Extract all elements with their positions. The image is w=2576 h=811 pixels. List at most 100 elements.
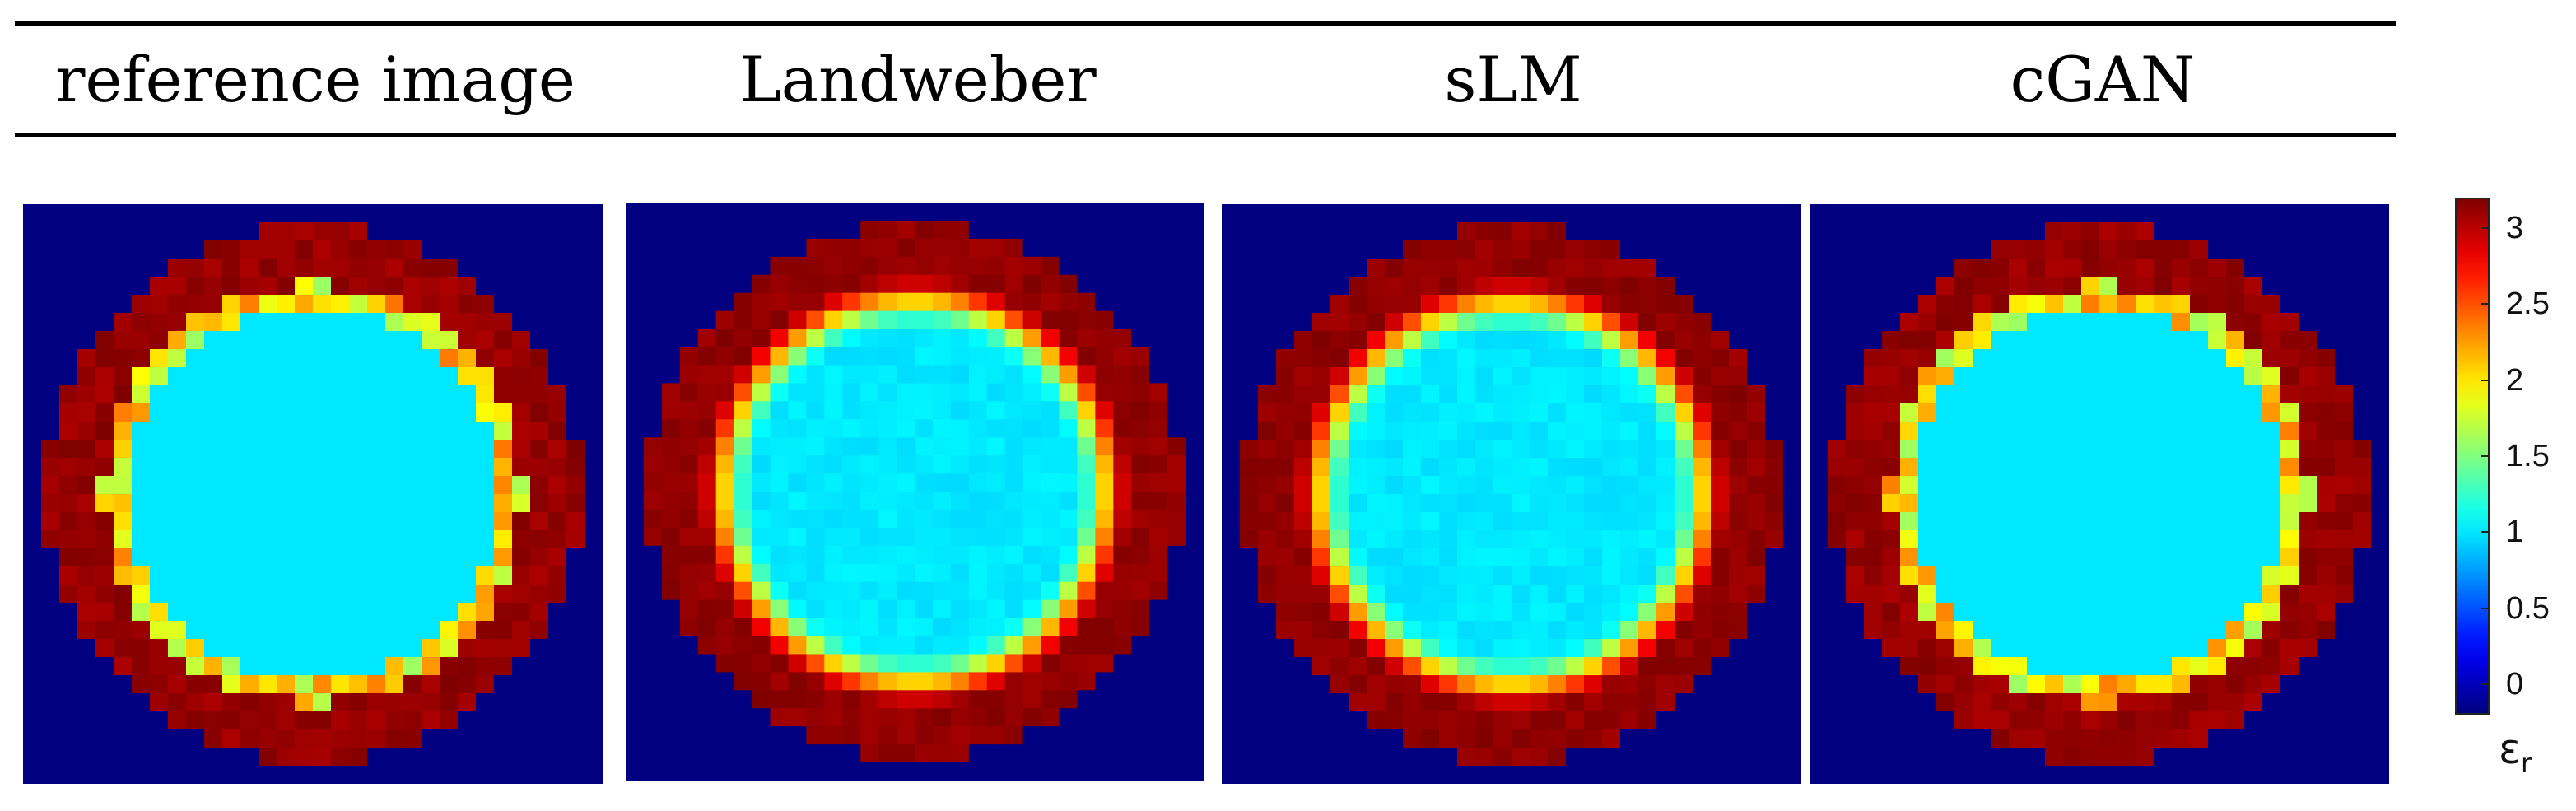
pixel-cell (2335, 657, 2354, 676)
pixel-cell (77, 657, 96, 676)
pixel-cell (1457, 603, 1476, 622)
pixel-cell (1493, 657, 1512, 676)
pixel-cell (458, 313, 477, 332)
pixel-cell (1167, 636, 1186, 655)
pixel-cell (1693, 711, 1712, 730)
pixel-cell (41, 349, 60, 368)
pixel-cell (824, 437, 843, 456)
pixel-cell (2353, 639, 2372, 658)
pixel-cell (1584, 440, 1603, 459)
pixel-cell (23, 621, 42, 640)
pixel-cell (1638, 766, 1657, 784)
pixel-cell (530, 729, 549, 748)
pixel-cell (1729, 729, 1748, 748)
pixel-cell (1385, 295, 1404, 314)
pixel-cell (1711, 530, 1730, 549)
pixel-cell (1041, 636, 1060, 655)
pixel-cell (1095, 599, 1114, 619)
pixel-cell (1113, 437, 1132, 456)
pixel-cell (204, 693, 223, 712)
pixel-cell (2208, 349, 2227, 368)
pixel-cell (1367, 403, 1386, 422)
pixel-cell (1276, 367, 1295, 386)
pixel-cell (1620, 476, 1639, 495)
pixel-cell (150, 748, 169, 767)
pixel-cell (277, 675, 296, 694)
pixel-cell (1222, 639, 1241, 658)
pixel-cell (168, 440, 187, 459)
pixel-cell (2353, 385, 2372, 404)
pixel-cell (806, 527, 825, 547)
pixel-cell (968, 437, 988, 456)
pixel-cell (585, 422, 603, 440)
pixel-cell (1312, 476, 1331, 495)
pixel-cell (240, 711, 259, 730)
pixel-cell (132, 222, 151, 241)
pixel-cell (1240, 259, 1259, 277)
pixel-cell (968, 581, 988, 601)
pixel-cell (331, 440, 350, 459)
pixel-cell (1936, 530, 1955, 549)
pixel-cell (1167, 437, 1186, 456)
pixel-cell (860, 636, 879, 655)
pixel-cell (240, 512, 259, 531)
pixel-cell (2045, 349, 2064, 368)
pixel-cell (222, 512, 241, 531)
pixel-cell (2353, 204, 2372, 223)
pixel-cell (259, 603, 277, 622)
pixel-cell (2117, 367, 2136, 386)
pixel-cell (897, 762, 915, 781)
pixel-cell (2081, 585, 2100, 604)
pixel-cell (1512, 440, 1530, 459)
pixel-cell (1131, 329, 1150, 348)
pixel-cell (1656, 349, 1675, 368)
pixel-cell (1973, 277, 1991, 296)
pixel-cell (2172, 259, 2191, 277)
pixel-cell (878, 527, 897, 547)
pixel-cell (2244, 403, 2263, 422)
pixel-cell (1475, 729, 1494, 748)
pixel-cell (1222, 766, 1241, 784)
pixel-cell (186, 476, 205, 495)
pixel-cell (2190, 204, 2209, 223)
pixel-cell (349, 403, 368, 422)
pixel-cell (842, 563, 861, 583)
pixel-cell (1041, 203, 1060, 221)
pixel-cell (1783, 621, 1801, 640)
pixel-cell (1512, 512, 1530, 531)
pixel-cell (1512, 295, 1530, 314)
pixel-cell (1846, 729, 1865, 748)
pixel-cell (897, 329, 915, 348)
pixel-cell (566, 222, 585, 241)
pixel-cell (1918, 675, 1937, 694)
pixel-cell (1711, 585, 1730, 604)
pixel-cell (1258, 693, 1277, 712)
pixel-cell (548, 385, 567, 404)
pixel-cell (2172, 657, 2191, 676)
pixel-cell (95, 585, 114, 604)
pixel-cell (1602, 349, 1621, 368)
pixel-cell (968, 492, 988, 510)
pixel-cell (2045, 711, 2064, 730)
pixel-cell (277, 566, 296, 585)
pixel-cell (331, 295, 350, 314)
pixel-cell (1312, 385, 1331, 404)
pixel-cell (2081, 222, 2100, 241)
pixel-cell (897, 220, 915, 240)
pixel-cell (2317, 512, 2336, 531)
pixel-cell (1312, 530, 1331, 549)
pixel-cell (1149, 581, 1168, 601)
pixel-cell (2154, 277, 2173, 296)
pixel-cell (548, 657, 567, 676)
pixel-cell (1258, 422, 1277, 440)
pixel-cell (2027, 385, 2046, 404)
pixel-cell (1041, 329, 1060, 348)
pixel-cell (1149, 455, 1168, 474)
pixel-cell (1022, 581, 1042, 601)
pixel-cell (59, 657, 78, 676)
pixel-cell (697, 473, 717, 492)
pixel-cell (1783, 259, 1801, 277)
pixel-cell (1711, 240, 1730, 259)
pixel-cell (1512, 766, 1530, 784)
pixel-cell (2117, 693, 2136, 712)
